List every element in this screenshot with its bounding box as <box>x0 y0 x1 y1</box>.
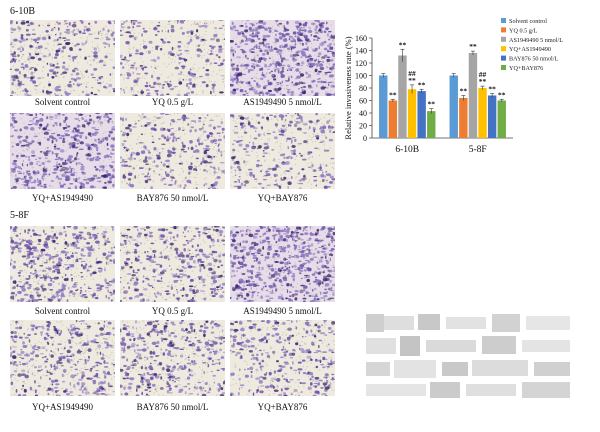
legend-label: YQ+AS1949490 <box>509 46 551 53</box>
legend-swatch <box>501 27 506 33</box>
micrograph-6-10B-solvent-control <box>10 20 115 96</box>
legend-label: Solvent control <box>509 18 547 25</box>
y-tick-label: 0 <box>363 134 367 143</box>
micrograph-image <box>10 320 115 396</box>
significance-mark: ** <box>488 85 496 94</box>
micrograph-image <box>230 20 335 96</box>
micrograph-5-8F-as1949490 <box>230 226 335 302</box>
bar <box>468 53 478 138</box>
blurred-watermark <box>366 314 576 400</box>
micrograph-5-8F-yq-as1949490 <box>10 320 115 396</box>
legend-label: AS1949490 5 nmol/L <box>509 37 563 44</box>
legend-swatch <box>501 55 506 61</box>
bar <box>497 100 506 138</box>
significance-mark: ** <box>460 87 468 96</box>
caption-6-10B-solvent-control: Solvent control <box>34 97 91 107</box>
caption-6-10B-as1949490: AS1949490 5 nmol/L <box>243 97 322 107</box>
bar <box>379 75 388 138</box>
significance-mark: ** <box>498 90 506 99</box>
bar <box>459 98 468 138</box>
micrograph-6-10B-bay876 <box>120 113 225 189</box>
legend-swatch <box>501 46 506 52</box>
micrograph-image <box>120 113 225 189</box>
caption-5-8F-yq-bay876: YQ+BAY876 <box>257 402 308 412</box>
section-label-5-8F: 5-8F <box>10 210 29 221</box>
micrograph-image <box>120 226 225 302</box>
micrograph-5-8F-solvent-control <box>10 226 115 302</box>
significance-mark: ** <box>408 76 416 85</box>
micrograph-image <box>230 320 335 396</box>
significance-mark: ## <box>479 70 487 79</box>
caption-6-10B-yq-bay876: YQ+BAY876 <box>257 193 308 203</box>
micrograph-image <box>230 226 335 302</box>
significance-mark: ** <box>399 40 407 49</box>
bar <box>407 89 417 138</box>
significance-mark: ** <box>418 80 426 89</box>
y-tick-label: 60 <box>359 97 367 106</box>
significance-mark: ## <box>408 69 416 78</box>
micrograph-6-10B-yq-bay876 <box>230 113 335 189</box>
invasiveness-bar-chart: 0 20 40 60 80 100 120 140 160 Relative invasivene… <box>338 12 600 188</box>
micrograph-6-10B-yq <box>120 20 225 96</box>
y-tick-label: 140 <box>355 47 367 56</box>
caption-6-10B-bay876: BAY876 50 nmol/L <box>136 193 209 203</box>
section-label-6-10B: 6-10B <box>10 6 35 17</box>
legend-swatch <box>501 65 506 70</box>
caption-5-8F-yq: YQ 0.5 g/L <box>151 306 194 316</box>
legend-label: YQ 0.5 g/L <box>509 27 538 34</box>
y-tick-label: 40 <box>359 109 367 118</box>
micrograph-image <box>10 226 115 302</box>
y-tick-label: 160 <box>355 34 367 43</box>
bar <box>388 100 398 138</box>
y-tick-label: 80 <box>359 84 367 93</box>
category-label: 6-10B <box>395 145 419 155</box>
bar <box>398 55 407 138</box>
bar <box>449 75 458 138</box>
bar <box>427 111 436 138</box>
bar <box>487 95 497 138</box>
significance-mark: ** <box>469 42 477 51</box>
micrograph-image <box>10 113 115 189</box>
micrograph-5-8F-bay876 <box>120 320 225 396</box>
caption-5-8F-as1949490: AS1949490 5 nmol/L <box>243 306 322 316</box>
significance-mark: ** <box>428 100 436 109</box>
significance-mark: ** <box>479 77 487 86</box>
micrograph-image <box>120 320 225 396</box>
bar <box>478 88 487 138</box>
y-tick-label: 20 <box>359 122 367 131</box>
caption-5-8F-yq-as1949490: YQ+AS1949490 <box>31 402 94 412</box>
caption-5-8F-solvent-control: Solvent control <box>34 306 91 316</box>
micrograph-image <box>230 113 335 189</box>
bar <box>417 91 426 138</box>
micrograph-5-8F-yq-bay876 <box>230 320 335 396</box>
micrograph-5-8F-yq <box>120 226 225 302</box>
micrograph-6-10B-yq-as1949490 <box>10 113 115 189</box>
micrograph-6-10B-as1949490 <box>230 20 335 96</box>
micrograph-image <box>10 20 115 96</box>
caption-6-10B-yq: YQ 0.5 g/L <box>151 97 194 107</box>
legend-swatch <box>501 18 506 23</box>
category-label: 5-8F <box>469 145 487 155</box>
significance-mark: ** <box>389 90 397 99</box>
micrograph-image <box>120 20 225 96</box>
y-axis-label: Relative invasiveness rate (%) <box>343 36 353 139</box>
caption-5-8F-bay876: BAY876 50 nmol/L <box>136 402 209 412</box>
legend-swatch <box>501 36 506 42</box>
legend-label: BAY876 50 nmol/L <box>509 56 558 63</box>
y-tick-label: 120 <box>355 59 367 68</box>
y-tick-label: 100 <box>355 72 367 81</box>
legend-label: YQ+BAY876 <box>509 65 543 72</box>
caption-6-10B-yq-as1949490: YQ+AS1949490 <box>31 193 94 203</box>
